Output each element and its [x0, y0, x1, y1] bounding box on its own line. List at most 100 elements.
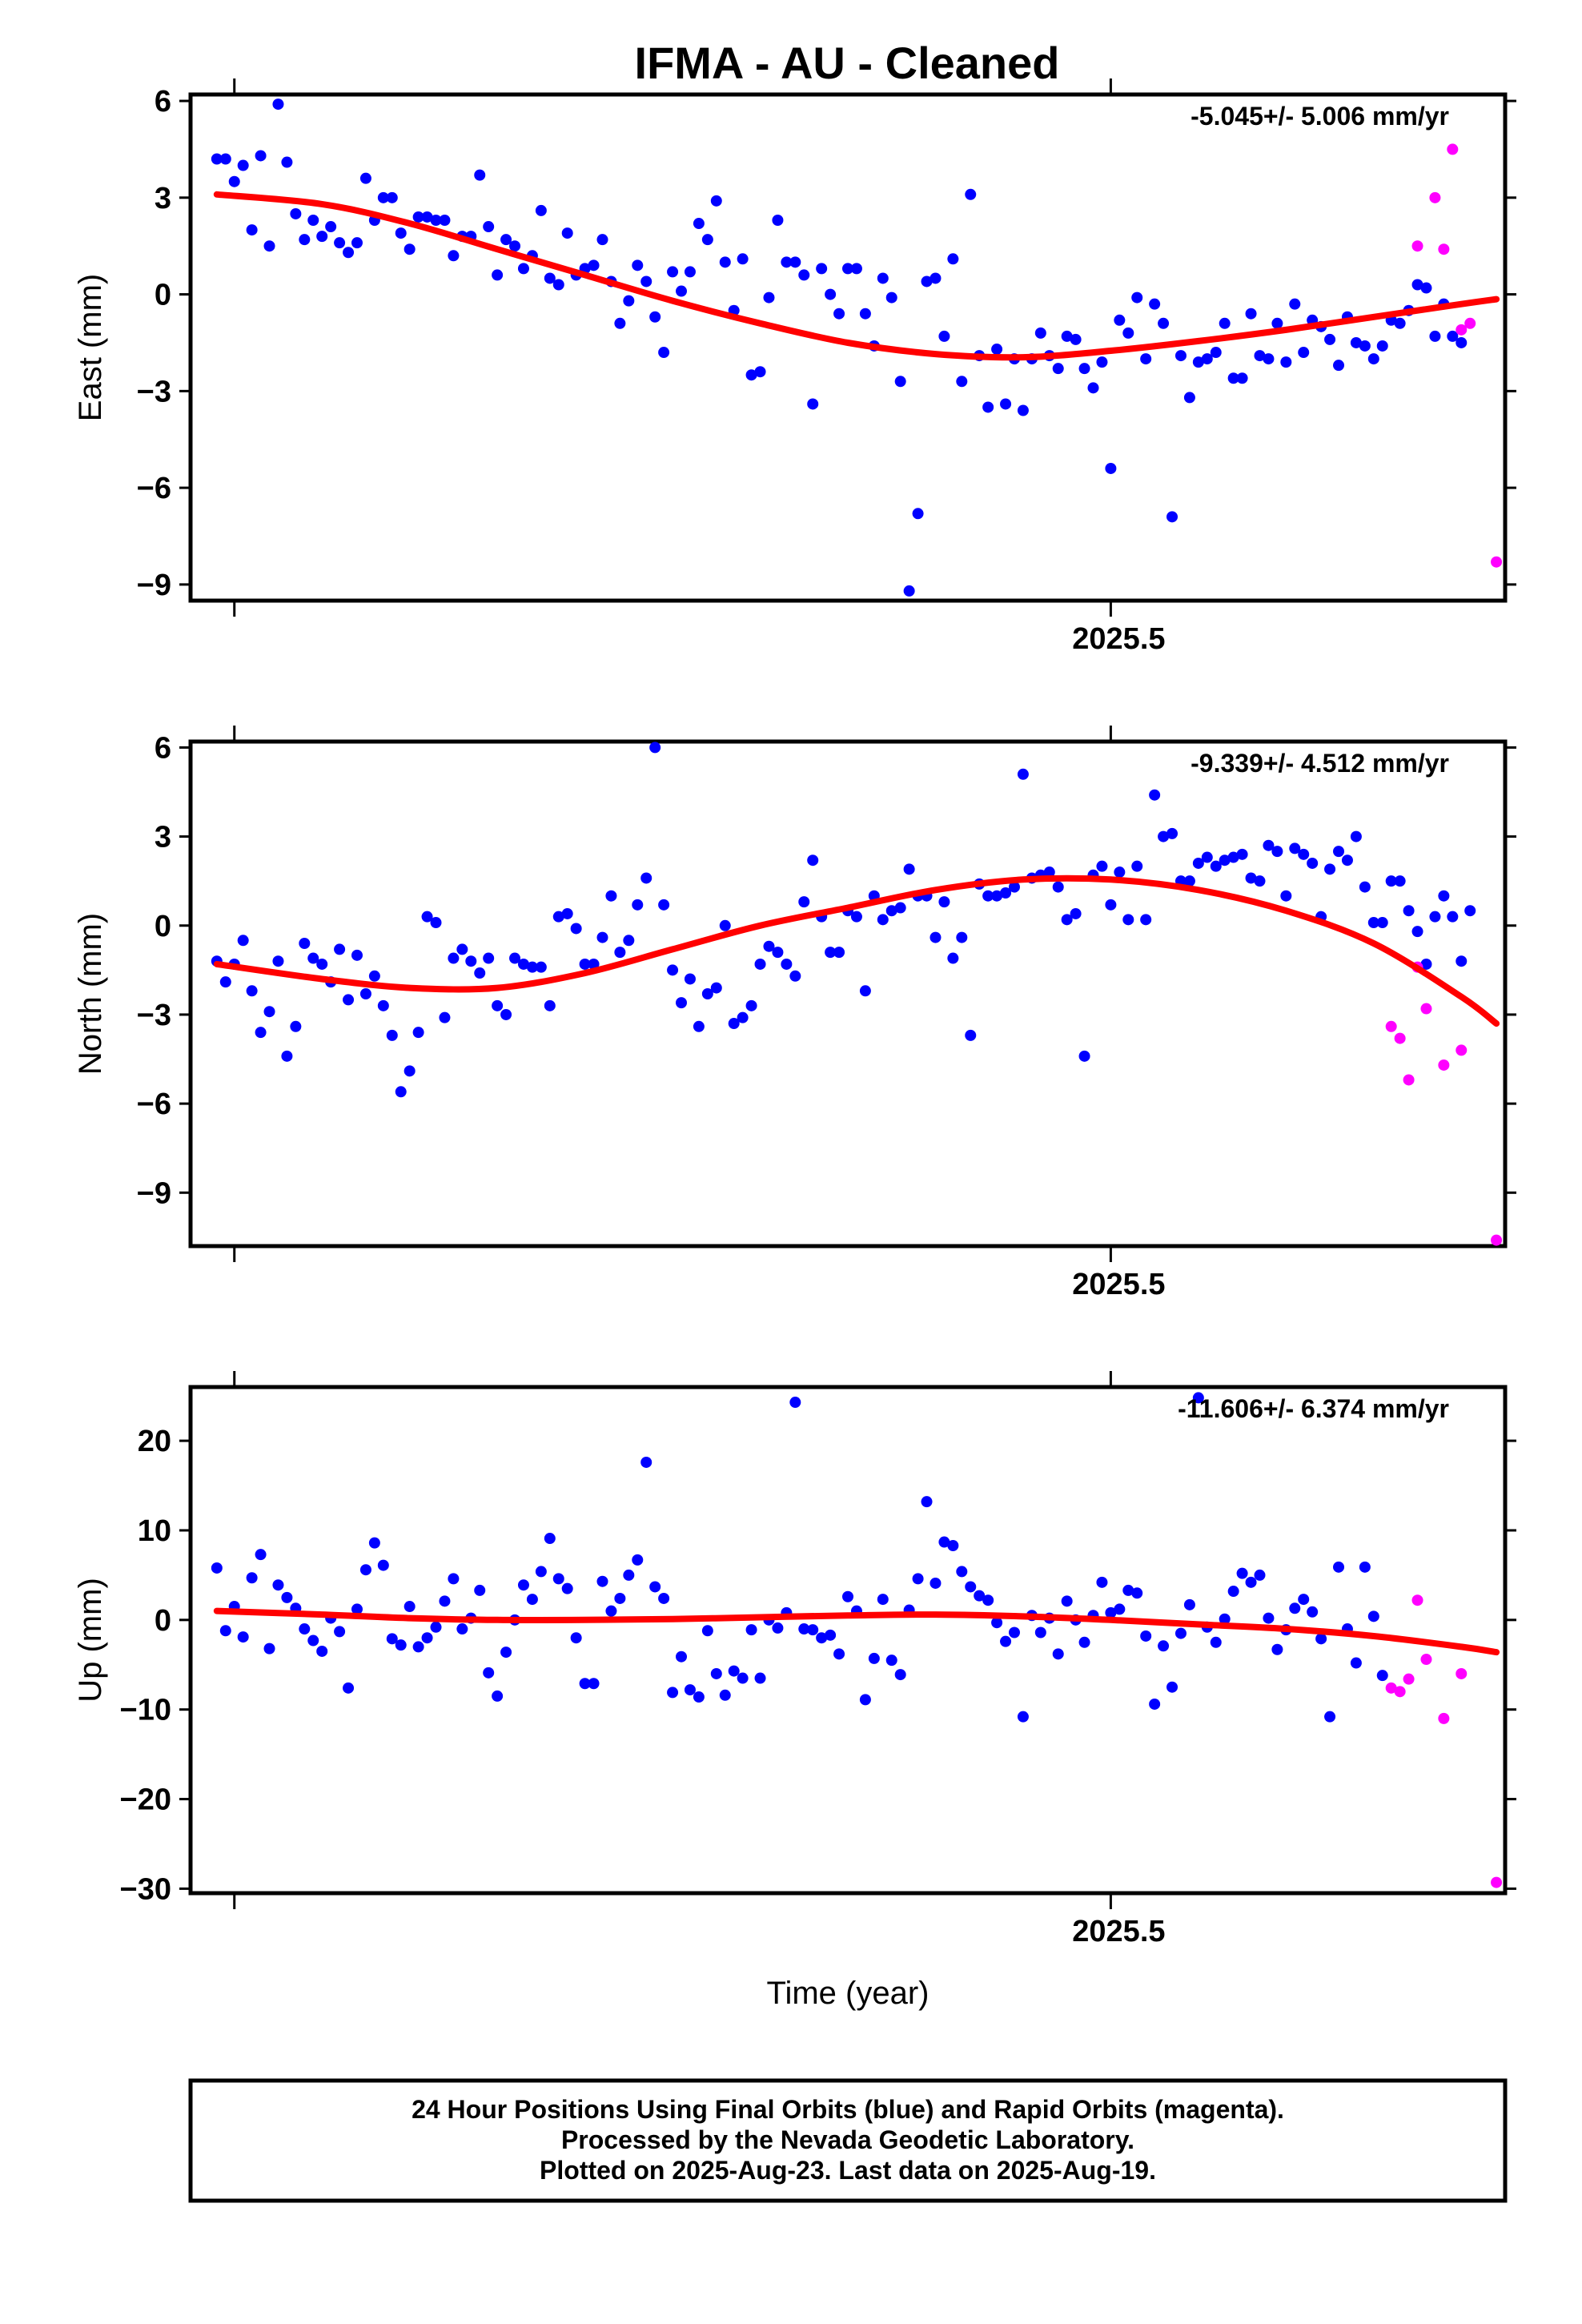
y-tick-label: −6 [137, 472, 171, 505]
final-orbit-point [658, 347, 670, 359]
final-orbit-point [781, 958, 793, 970]
final-orbit-point [570, 1632, 582, 1644]
trend-fit-line [213, 191, 1500, 361]
final-orbit-point [219, 153, 231, 165]
final-orbit-point [1122, 1584, 1134, 1596]
final-orbit-point [1341, 854, 1353, 866]
final-orbit-point [263, 1006, 275, 1018]
final-orbit-point [517, 1579, 529, 1591]
final-orbit-point [921, 275, 933, 287]
final-orbit-point [377, 1559, 389, 1571]
final-orbit-point [745, 369, 757, 381]
final-orbit-point [632, 899, 644, 911]
final-orbit-point [211, 1562, 223, 1574]
final-orbit-point [483, 1667, 495, 1679]
final-orbit-point [737, 1011, 749, 1023]
final-orbit-point [1149, 298, 1161, 310]
final-orbit-point [676, 1651, 688, 1663]
y-axis-label: Up (mm) [73, 1578, 108, 1703]
final-orbit-point [1061, 330, 1073, 342]
final-orbit-point [754, 1672, 766, 1684]
final-orbit-point [649, 742, 661, 754]
final-orbit-point [430, 214, 442, 226]
final-orbit-point [465, 955, 477, 967]
final-orbit-point [1131, 292, 1143, 304]
final-orbit-point [684, 973, 696, 985]
final-orbit-point [1376, 340, 1388, 352]
rapid-orbit-point [1464, 317, 1476, 329]
final-orbit-point [430, 917, 442, 929]
final-orbit-point [1254, 350, 1266, 362]
final-orbit-point [281, 1050, 293, 1062]
final-orbit-point [938, 1536, 950, 1548]
final-orbit-point [334, 1626, 346, 1638]
final-orbit-point [833, 947, 845, 959]
final-orbit-point [1000, 887, 1012, 899]
final-orbit-point [1052, 1648, 1064, 1660]
final-orbit-point [956, 931, 968, 943]
final-orbit-point [421, 211, 433, 223]
y-tick-label: 0 [155, 910, 171, 943]
final-orbit-point [938, 330, 950, 342]
final-orbit-point [448, 952, 460, 964]
final-orbit-point [561, 1582, 573, 1594]
final-orbit-point [1464, 905, 1476, 917]
final-orbit-point [1333, 846, 1345, 858]
final-orbit-point [404, 243, 416, 255]
final-orbit-point [1105, 899, 1117, 911]
final-orbit-point [1298, 347, 1310, 359]
y-tick-label: 6 [155, 731, 171, 765]
final-orbit-point [833, 1648, 845, 1660]
final-orbit-point [281, 156, 293, 168]
final-orbit-point [640, 1456, 652, 1468]
final-orbit-point [596, 931, 608, 943]
final-orbit-point [693, 218, 705, 230]
rapid-orbit-point [1420, 1654, 1432, 1666]
final-orbit-point [552, 279, 564, 291]
final-orbit-point [640, 872, 652, 884]
final-orbit-point [1271, 317, 1283, 329]
final-orbit-point [894, 902, 906, 914]
final-orbit-point [807, 398, 819, 410]
final-orbit-point [1359, 340, 1371, 352]
final-orbit-point [561, 907, 573, 919]
final-orbit-point [316, 231, 328, 243]
final-orbit-point [246, 985, 258, 997]
up-panel: 20 10 0 −10 −20 −30 2025.5 Up (mm) Time (year) -1… [73, 1371, 1516, 2011]
final-orbit-point [1219, 1613, 1231, 1625]
final-orbit-point [1096, 1576, 1108, 1588]
final-orbit-point [868, 1652, 880, 1664]
final-orbit-point [526, 1594, 538, 1606]
final-orbit-point [842, 263, 853, 275]
final-orbit-point [710, 195, 722, 207]
final-orbit-point [1183, 1598, 1195, 1610]
final-orbit-point [676, 285, 688, 297]
plot-area [211, 742, 1503, 1246]
footer-line-2: Processed by the Nevada Geodetic Laborat… [561, 2125, 1134, 2154]
final-orbit-point [921, 1496, 933, 1508]
final-orbit-point [588, 259, 600, 271]
final-orbit-point [1420, 958, 1432, 970]
final-orbit-point [1078, 363, 1090, 375]
rapid-orbit-point [1403, 1673, 1415, 1685]
final-orbit-point [1333, 1561, 1345, 1573]
final-orbit-point [509, 240, 521, 252]
final-orbit-point [1192, 1392, 1204, 1404]
final-orbit-point [325, 221, 337, 233]
final-orbit-point [789, 970, 801, 982]
final-orbit-point [1289, 1602, 1301, 1614]
rapid-orbit-point [1429, 191, 1441, 203]
final-orbit-point [1447, 911, 1459, 923]
final-orbit-point [982, 1594, 994, 1606]
final-orbit-point [623, 1569, 635, 1581]
rapid-orbit-point [1411, 1594, 1423, 1606]
final-orbit-point [1271, 1643, 1283, 1655]
final-orbit-point [368, 970, 380, 982]
rapid-orbit-point [1456, 1667, 1468, 1679]
y-tick-label: −10 [120, 1694, 171, 1727]
final-orbit-point [1078, 1636, 1090, 1648]
rapid-orbit-point [1394, 1032, 1406, 1044]
final-orbit-point [850, 263, 862, 275]
final-orbit-point [772, 947, 784, 959]
